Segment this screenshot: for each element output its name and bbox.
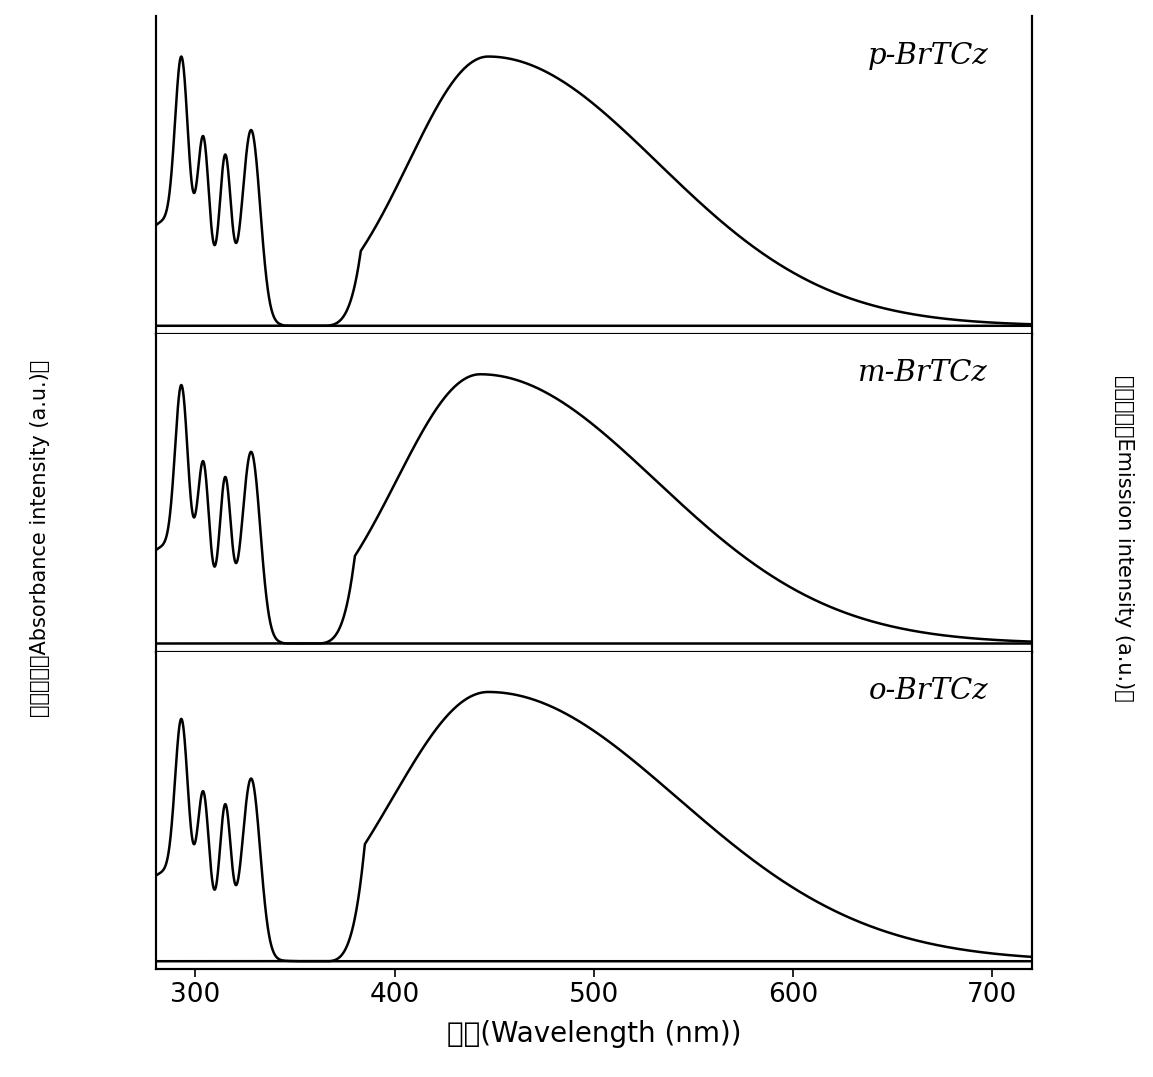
- Text: o-BrTCz: o-BrTCz: [868, 677, 988, 705]
- X-axis label: 波长(Wavelength (nm)): 波长(Wavelength (nm)): [446, 1020, 741, 1048]
- Text: 吸收强度（Absorbance intensity (a.u.)）: 吸收强度（Absorbance intensity (a.u.)）: [30, 360, 51, 717]
- Text: m-BrTCz: m-BrTCz: [858, 360, 988, 388]
- Text: p-BrTCz: p-BrTCz: [867, 42, 988, 70]
- Text: 发射强度（Emission intensity (a.u.)）: 发射强度（Emission intensity (a.u.)）: [1114, 375, 1135, 702]
